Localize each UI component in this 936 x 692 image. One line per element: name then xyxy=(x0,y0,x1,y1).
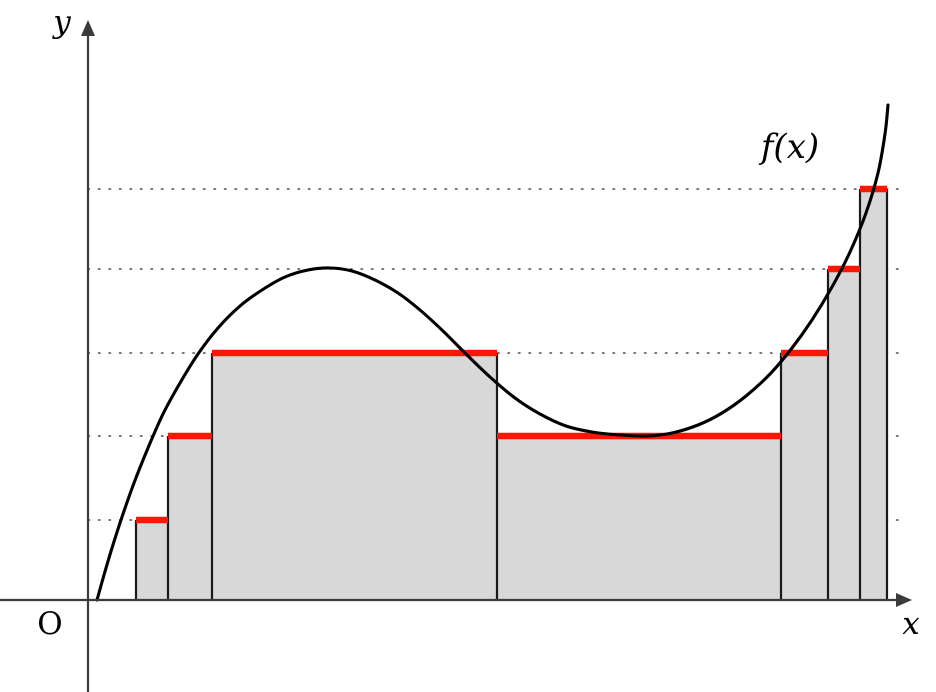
x-axis-arrowhead xyxy=(896,593,912,607)
rectangle-fill-2 xyxy=(168,436,212,600)
rectangle-fill-7 xyxy=(860,189,887,600)
rectangles-edges-group xyxy=(134,189,889,601)
rectangles-fill-group xyxy=(136,189,887,600)
rectangle-fill-3 xyxy=(212,353,497,600)
axes-group xyxy=(0,20,912,692)
x-axis-label: x xyxy=(902,606,920,642)
origin-label: O xyxy=(37,606,62,642)
rectangle-fill-6 xyxy=(828,269,860,600)
function-curve xyxy=(95,103,890,602)
rectangle-fill-5 xyxy=(781,353,828,600)
rectangle-fill-1 xyxy=(136,520,168,600)
function-label: f(x) xyxy=(758,127,819,167)
y-axis-arrowhead xyxy=(81,20,95,36)
rectangle-fill-4 xyxy=(497,436,781,600)
y-axis-label: y xyxy=(51,4,71,40)
